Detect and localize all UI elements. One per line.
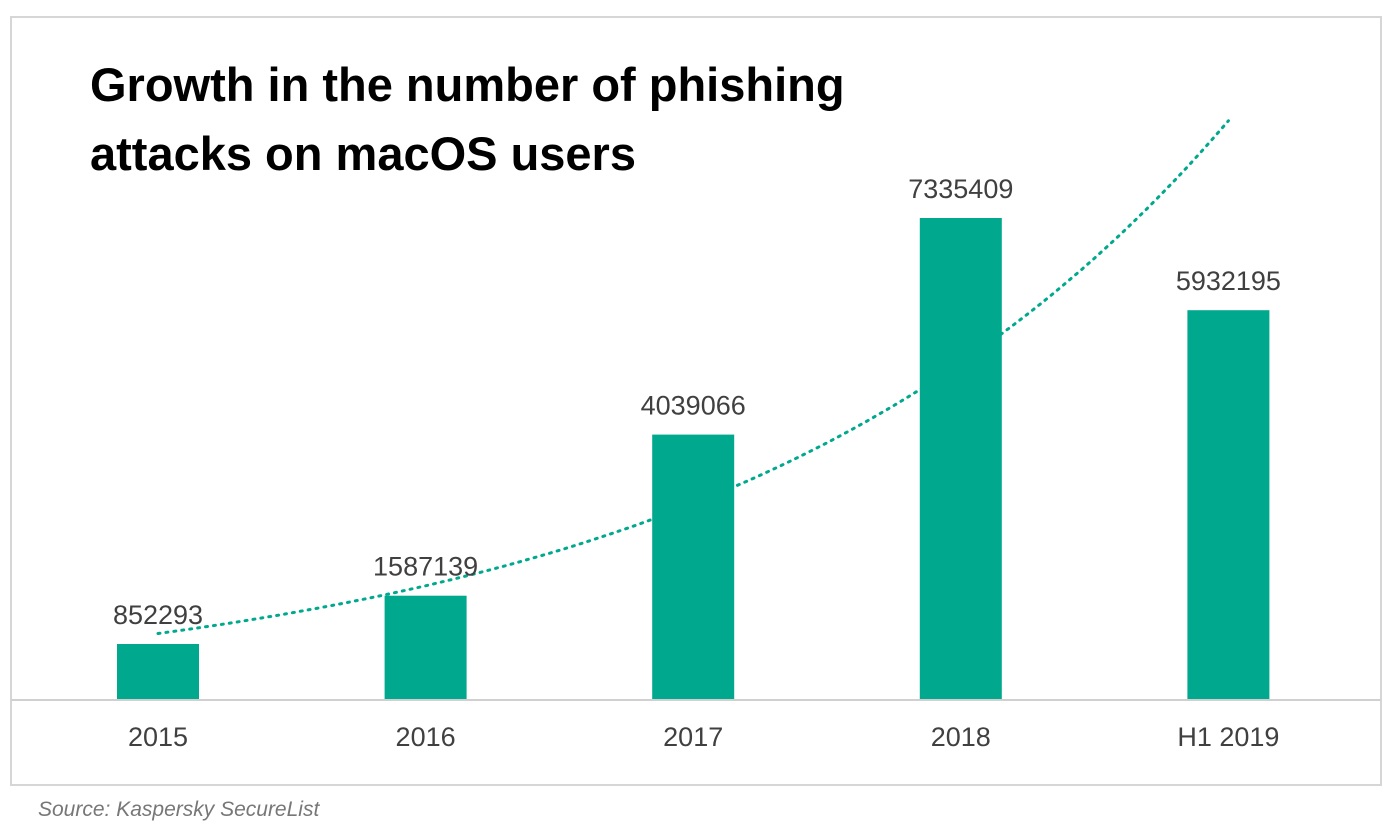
x-tick-label: H1 2019 bbox=[1177, 722, 1279, 752]
x-tick-label: 2016 bbox=[396, 722, 456, 752]
x-tick-label: 2018 bbox=[931, 722, 991, 752]
x-tick-labels: 2015 2016 2017 2018 H1 2019 bbox=[128, 722, 1279, 752]
bar-2016 bbox=[384, 595, 467, 700]
bar-2015 bbox=[117, 643, 199, 700]
data-label: 7335409 bbox=[908, 174, 1013, 204]
data-labels: 852293 1587139 4039066 7335409 5932195 bbox=[113, 174, 1281, 630]
chart-title: Growth in the number of phishing attacks… bbox=[90, 58, 845, 180]
data-label: 852293 bbox=[113, 600, 203, 630]
source-note: Source: Kaspersky SecureList bbox=[38, 798, 320, 821]
bar-2017 bbox=[652, 434, 735, 700]
bars bbox=[117, 218, 1270, 700]
bar-2018 bbox=[919, 218, 1002, 700]
bar-h1-2019 bbox=[1187, 310, 1270, 700]
data-label: 5932195 bbox=[1176, 266, 1281, 296]
x-tick-label: 2017 bbox=[663, 722, 723, 752]
x-tick-label: 2015 bbox=[128, 722, 188, 752]
data-label: 4039066 bbox=[641, 391, 746, 421]
data-label: 1587139 bbox=[373, 552, 478, 582]
